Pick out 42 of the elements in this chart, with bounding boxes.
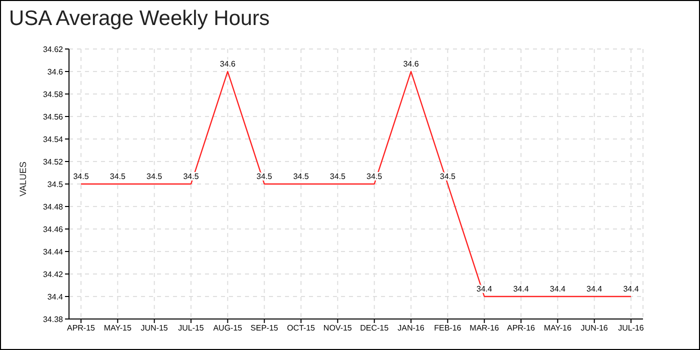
data-label: 34.4 <box>586 284 603 294</box>
y-tick-label: 34.62 <box>42 44 64 54</box>
data-label: 34.5 <box>293 172 310 181</box>
x-tick-label: MAY-15 <box>104 324 132 333</box>
x-tick-label: APR-16 <box>506 324 536 333</box>
chart-title: USA Average Weekly Hours <box>9 7 270 31</box>
y-tick-label: 34.44 <box>42 247 64 256</box>
y-tick-label: 34.54 <box>42 134 64 144</box>
x-tick-label: JUL-15 <box>178 324 204 333</box>
data-label: 34.5 <box>330 172 346 181</box>
x-tick-label: DEC-15 <box>360 324 390 333</box>
y-tick-label: 34.38 <box>42 314 64 324</box>
x-tick-label: NOV-15 <box>323 324 352 333</box>
y-tick-label: 34.6 <box>47 67 64 76</box>
y-tick-label: 34.4 <box>47 292 64 302</box>
x-tick-label: SEP-15 <box>250 324 279 333</box>
x-tick-label: JUN-16 <box>580 324 608 333</box>
y-axis-title: VALUES <box>18 162 28 196</box>
y-tick-label: 34.48 <box>42 202 64 212</box>
x-tick-label: AUG-15 <box>213 324 243 333</box>
data-label: 34.6 <box>220 60 236 68</box>
x-tick-label: JUL-16 <box>618 324 644 333</box>
y-tick-label: 34.5 <box>47 180 64 189</box>
y-tick-label: 34.46 <box>42 224 64 234</box>
data-label: 34.5 <box>110 172 126 181</box>
x-tick-label: OCT-15 <box>286 324 316 333</box>
data-label: 34.4 <box>623 284 640 294</box>
data-label: 34.5 <box>73 172 90 181</box>
y-tick-label: 34.56 <box>42 112 64 122</box>
x-tick-label: JUN-15 <box>140 324 168 333</box>
x-tick-label: APR-15 <box>66 324 96 333</box>
data-label: 34.4 <box>513 284 530 294</box>
x-tick-label: MAR-16 <box>470 324 500 333</box>
data-label: 34.5 <box>146 172 163 181</box>
data-label: 34.6 <box>403 60 420 68</box>
x-tick-label: FEB-16 <box>434 324 462 333</box>
x-tick-label: MAY-16 <box>544 324 572 333</box>
y-tick-label: 34.58 <box>42 90 64 99</box>
y-tick-label: 34.42 <box>42 270 64 279</box>
x-tick-label: JAN-16 <box>398 324 425 333</box>
y-tick-label: 34.52 <box>42 157 64 166</box>
data-label: 34.4 <box>550 284 566 294</box>
